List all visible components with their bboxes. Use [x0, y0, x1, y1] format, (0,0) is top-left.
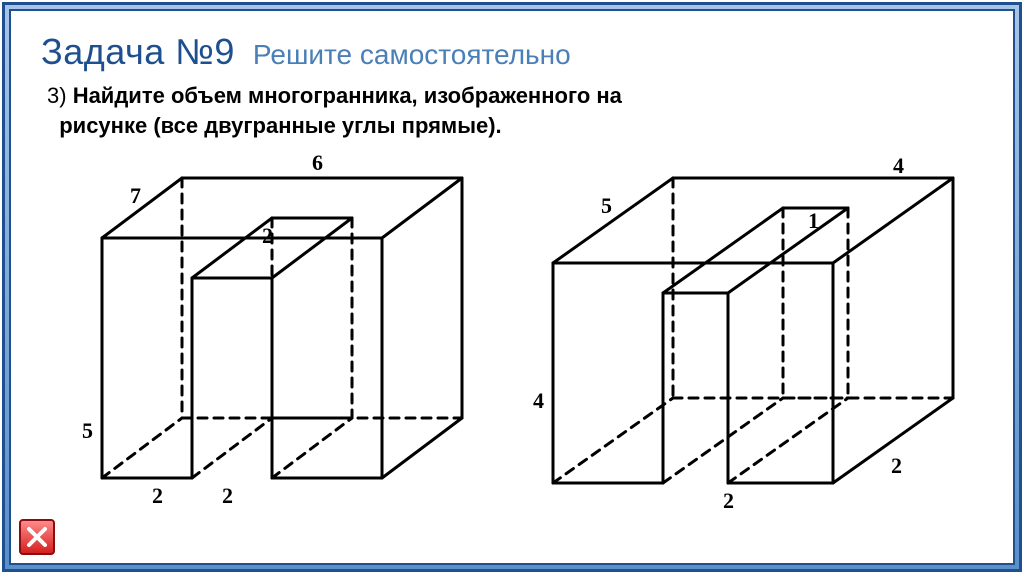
fig2-label-top-back: 4 — [893, 153, 904, 178]
figure-1: 6 7 2 5 2 2 — [52, 148, 492, 518]
slide-content: Задача №9 Решите самостоятельно 3) Найди… — [9, 9, 1015, 565]
slide-outer-frame: Задача №9 Решите самостоятельно 3) Найди… — [2, 2, 1022, 572]
fig2-label-top-left: 5 — [601, 193, 612, 218]
task-subtitle: Решите самостоятельно — [253, 39, 571, 71]
problem-line-1: Найдите объем многогранника, изображенно… — [73, 83, 622, 108]
problem-line-2: рисунке (все двугранные углы прямые). — [59, 113, 501, 138]
fig2-label-bottom-right: 2 — [891, 453, 902, 478]
fig2-label-bottom-notch: 2 — [723, 488, 734, 513]
problem-text: 3) Найдите объем многогранника, изображе… — [47, 81, 983, 140]
figures-container: 6 7 2 5 2 2 — [41, 148, 983, 518]
fig1-label-top-back: 6 — [312, 150, 323, 175]
title-row: Задача №9 Решите самостоятельно — [41, 31, 983, 73]
fig2-label-left: 4 — [533, 388, 544, 413]
problem-number: 3) — [47, 83, 67, 108]
close-icon — [26, 526, 48, 548]
figure-2: 4 5 1 4 2 2 — [513, 148, 973, 518]
fig1-label-left: 5 — [82, 418, 93, 443]
task-title: Задача №9 — [41, 31, 235, 73]
fig1-label-notch-top: 2 — [262, 223, 273, 248]
fig1-label-bnl: 2 — [152, 483, 163, 508]
fig1-label-bnr: 2 — [222, 483, 233, 508]
fig2-label-notch-top: 1 — [808, 208, 819, 233]
fig1-label-top-left: 7 — [130, 183, 141, 208]
close-button[interactable] — [19, 519, 55, 555]
